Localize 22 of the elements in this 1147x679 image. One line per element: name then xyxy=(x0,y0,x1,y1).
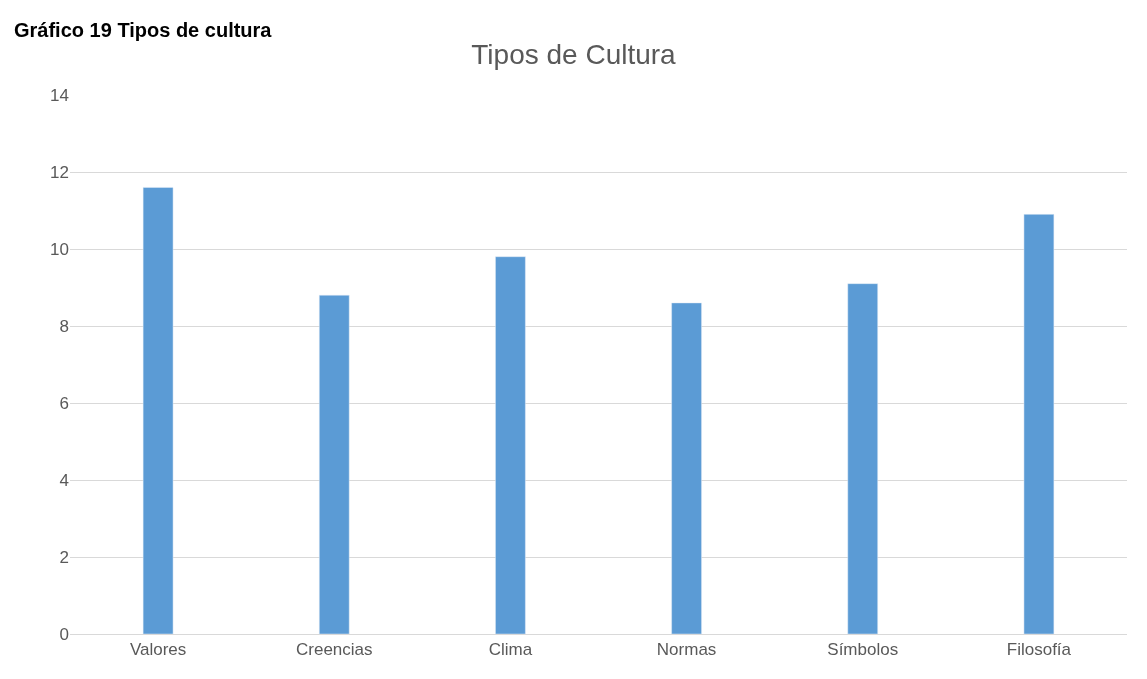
bar xyxy=(495,256,526,634)
y-tick-label: 2 xyxy=(59,547,69,567)
bar xyxy=(1023,214,1055,634)
text: Gráfico 19 Tipos de cultura xyxy=(14,19,273,41)
x-tick-label: Filosofía xyxy=(1006,640,1072,660)
y-tick-label: 4 xyxy=(59,470,69,490)
bar xyxy=(847,283,878,634)
y-tick-label: 14 xyxy=(50,85,69,105)
chart-title: Tipos de Cultura xyxy=(471,38,677,70)
bar xyxy=(671,302,702,634)
x-tick-label: Clima xyxy=(488,640,533,660)
bar xyxy=(142,187,174,634)
x-tick-label: Creencias xyxy=(295,640,373,660)
y-tick-label: 6 xyxy=(59,393,69,413)
x-tick-label: Normas xyxy=(656,640,717,660)
bar xyxy=(319,294,350,634)
y-tick-label: 10 xyxy=(50,239,69,259)
y-tick-label: 8 xyxy=(59,316,69,336)
x-tick-label: Valores xyxy=(129,640,187,660)
y-tick-label: 0 xyxy=(59,624,69,644)
x-tick-label: Símbolos xyxy=(827,640,899,660)
y-tick-label: 12 xyxy=(50,162,69,182)
